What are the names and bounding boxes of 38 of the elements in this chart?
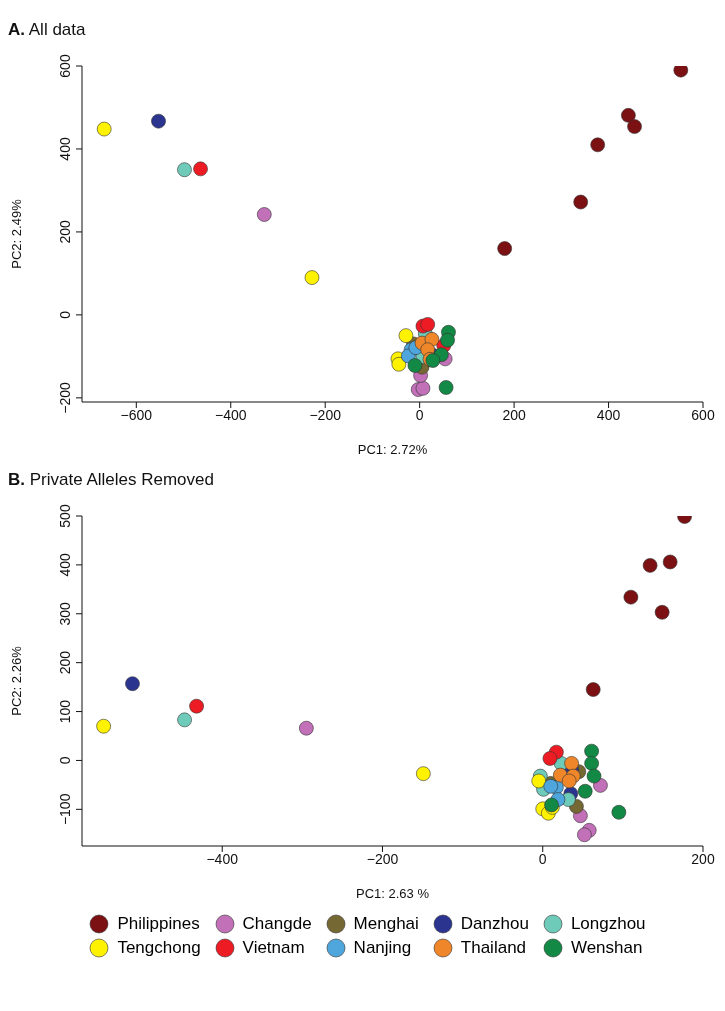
legend-label: Nanjing	[353, 938, 412, 958]
x-tick-label: 0	[538, 850, 547, 867]
x-tick-label: −600	[120, 406, 153, 423]
x-axis-title: PC1: 2.72%	[357, 442, 428, 457]
y-tick-label: 300	[57, 601, 73, 626]
chart-title: B. Private Alleles Removed	[8, 470, 215, 491]
x-tick-label: −200	[366, 850, 399, 867]
legend-label: Menghai	[353, 914, 419, 934]
y-tick-label: 0	[57, 756, 73, 765]
y-tick-label: 500	[57, 504, 73, 528]
legend-label: Vietnam	[242, 938, 305, 958]
x-tick-label: 600	[691, 406, 715, 423]
legend-label: Changde	[242, 914, 312, 934]
x-tick-label: −200	[309, 406, 342, 423]
x-tick-label: 0	[415, 406, 424, 423]
legend-label: Thailand	[460, 938, 527, 958]
x-tick-label: −400	[214, 406, 247, 423]
x-tick-label: −400	[206, 850, 239, 867]
y-tick-label: −100	[57, 793, 73, 826]
y-tick-label: 400	[57, 137, 73, 161]
legend-label: Wenshan	[570, 938, 643, 958]
y-tick-label: 0	[57, 310, 73, 319]
y-axis-title: PC2: 2.49%	[8, 198, 24, 269]
y-axis-title: PC2: 2.26%	[8, 645, 24, 716]
y-tick-label: 200	[57, 220, 73, 244]
y-tick-label: 600	[57, 54, 73, 78]
legend-label: Tengchong	[117, 938, 201, 958]
x-axis-title: PC1: 2.63 %	[356, 886, 430, 901]
x-tick-label: 200	[502, 406, 526, 423]
legend-label: Philippines	[117, 914, 200, 934]
y-tick-label: 100	[57, 699, 73, 724]
legend-label: Danzhou	[460, 914, 529, 934]
x-tick-label: 200	[691, 850, 715, 867]
y-tick-label: 400	[57, 553, 73, 577]
legend-label: Longzhou	[570, 914, 646, 934]
chart-title: A. All data	[8, 20, 87, 41]
y-tick-label: 200	[57, 650, 73, 675]
x-tick-label: 400	[596, 406, 621, 423]
